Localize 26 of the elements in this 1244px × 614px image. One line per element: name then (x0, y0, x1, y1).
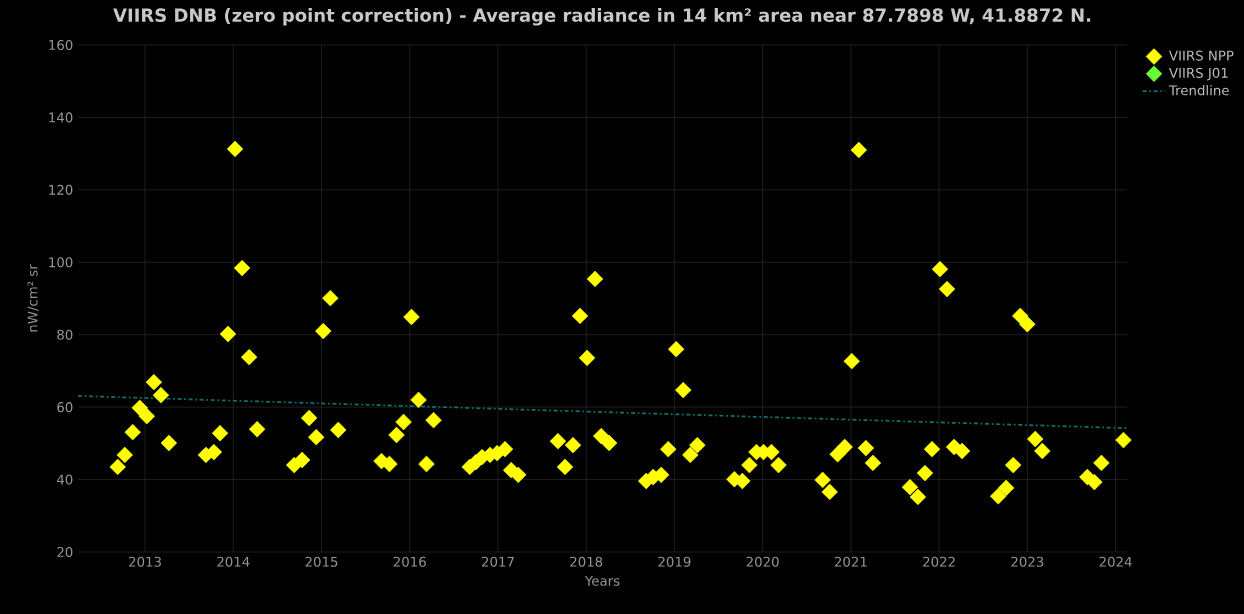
chart-title: VIIRS DNB (zero point correction) - Average radiance in 14 km² area near 87.7898 W, 41.8872 N. (113, 8, 1091, 26)
x-tick-label: 2022 (923, 556, 955, 567)
legend-label: VIIRS NPP (1169, 50, 1234, 61)
y-tick-label: 160 (49, 39, 73, 51)
y-tick-label: 100 (49, 257, 73, 268)
x-tick-label: 2024 (1099, 556, 1132, 567)
y-tick-label: 60 (57, 402, 73, 413)
x-tick-label: 2021 (834, 556, 867, 567)
y-tick-label: 80 (57, 329, 73, 340)
legend-label: VIIRS J01 (1169, 67, 1228, 81)
x-tick-label: 2020 (746, 556, 779, 567)
x-tick-label: 2016 (393, 556, 426, 567)
y-tick-label: 20 (57, 546, 73, 558)
x-axis-title: Years (584, 575, 620, 586)
y-tick-label: 40 (56, 474, 73, 485)
y-axis-title: nW/cm² sr (27, 264, 39, 332)
x-tick-label: 2017 (481, 556, 514, 567)
x-tick-label: 2023 (1011, 556, 1044, 567)
x-tick-label: 2015 (305, 556, 338, 567)
y-tick-label: 120 (49, 184, 73, 195)
y-tick-label: 140 (49, 112, 73, 123)
x-tick-label: 2013 (129, 556, 161, 567)
legend-label: Trendline (1168, 85, 1229, 96)
x-tick-label: 2019 (658, 556, 691, 567)
x-tick-label: 2014 (217, 556, 250, 567)
x-tick-label: 2018 (570, 556, 603, 567)
